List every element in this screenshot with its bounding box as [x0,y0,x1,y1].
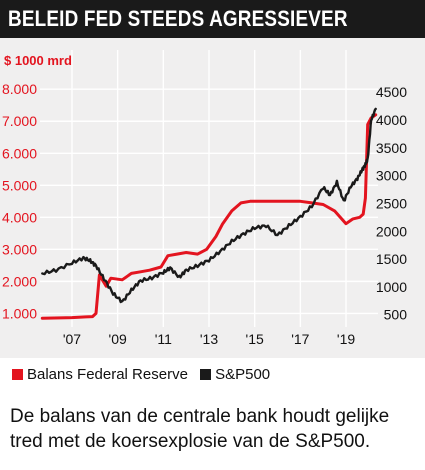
legend-label-sp500: S&P500 [215,366,271,383]
legend-swatch-sp500 [200,369,212,380]
x-axis-tick-label: '13 [200,331,218,347]
legend-item-sp500: S&P500 [200,366,270,383]
x-axis-tick-label: '07 [63,331,81,347]
chart-background [0,38,425,358]
chart-caption: De balans van de centrale bank houdt gel… [10,406,390,452]
x-axis-tick-label: '11 [155,331,172,347]
left-axis-tick-label: 3.000 [2,241,37,257]
legend-label-fed: Balans Federal Reserve [27,366,188,383]
title-bar: BELEID FED STEEDS AGRESSIEVER [0,0,425,38]
left-axis-tick-label: 8.000 [2,81,37,97]
right-axis-tick-label: 1000 [376,279,407,295]
legend-swatch-fed [12,369,23,380]
left-axis-tick-label: 2.000 [2,273,37,289]
right-axis-tick-label: 1500 [376,251,407,267]
left-axis-tick-label: 4.000 [2,209,37,225]
right-axis-tick-label: 3500 [376,140,407,156]
x-axis-tick-label: '15 [246,331,264,347]
x-axis-tick-label: '09 [109,331,127,347]
right-axis-tick-label: 3000 [376,168,407,184]
series-line-sp500 [41,107,377,304]
left-axis-tick-label: 5.000 [2,177,37,193]
legend-item-fed: Balans Federal Reserve [12,366,188,383]
legend: Balans Federal Reserve S&P500 [12,366,278,384]
right-axis-tick-label: 2000 [376,223,407,239]
right-axis-tick-label: 4000 [376,112,407,128]
right-axis-tick-label: 4500 [376,84,407,100]
x-axis-tick-label: '17 [291,331,309,347]
x-axis-tick-label: '19 [337,331,355,347]
chart-title: BELEID FED STEEDS AGRESSIEVER [8,6,348,31]
left-axis-tick-label: 7.000 [2,113,37,129]
left-axis-tick-label: 1.000 [2,305,37,321]
right-axis-tick-label: 2500 [376,195,407,211]
chart-plot: 1.000 2.000 3.000 4.000 5.000 6.000 7.000 8.000… [2,50,408,347]
right-axis-tick-label: 500 [384,307,408,323]
left-axis-unit-label: $ 1000 mrd [4,53,72,68]
left-axis-tick-label: 6.000 [2,145,37,161]
